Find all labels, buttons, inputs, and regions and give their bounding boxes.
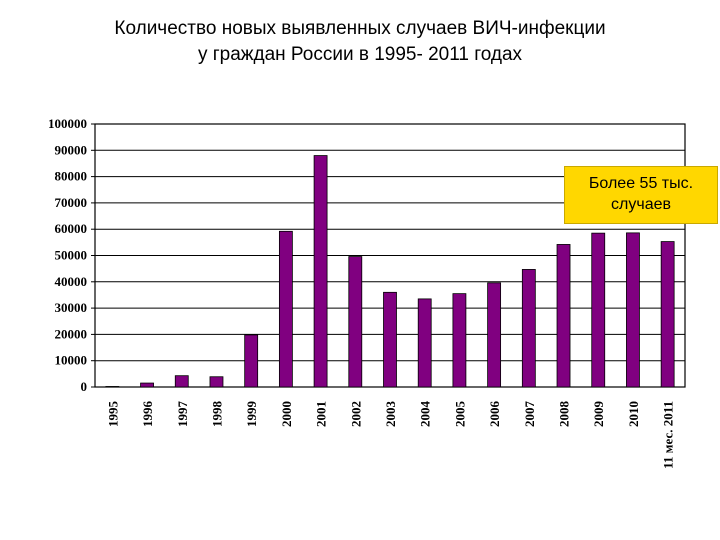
- x-tick-label: 11 мес. 2011: [661, 401, 676, 469]
- bar-1998: [209, 376, 224, 388]
- chart-title-line-2: у граждан России в 1995- 2011 годах: [197, 44, 523, 65]
- bar-2001: [313, 155, 328, 388]
- x-tick-label: 2010: [626, 401, 641, 427]
- bar-1999: [244, 334, 259, 388]
- y-tick-label: 30000: [55, 300, 88, 315]
- x-tick-label: 1995: [105, 401, 120, 428]
- x-tick-label: 2009: [591, 401, 606, 428]
- bar-2006: [487, 282, 502, 388]
- bar-2007: [521, 269, 536, 388]
- y-tick-label: 40000: [55, 274, 88, 289]
- x-tick-label: 1998: [209, 401, 224, 428]
- x-tick-label: 2007: [522, 401, 537, 428]
- bar-2005: [452, 293, 467, 388]
- bar-1997: [174, 375, 189, 388]
- y-tick-label: 60000: [55, 221, 88, 236]
- annotation-box: Более 55 тыс. случаев: [564, 166, 718, 224]
- bar-2004: [417, 298, 432, 388]
- x-tick-label: 2006: [487, 401, 502, 428]
- x-tick-label: 2001: [314, 401, 329, 427]
- annotation-line-2: случаев: [611, 196, 671, 213]
- bar-2002: [348, 256, 363, 388]
- x-tick-label: 1997: [175, 401, 190, 428]
- bar-11-мес.-2011: [660, 241, 675, 388]
- x-tick-label: 2005: [452, 401, 467, 428]
- y-tick-label: 90000: [55, 142, 88, 157]
- y-tick-label: 20000: [55, 326, 88, 341]
- bar-2009: [591, 232, 606, 388]
- x-tick-label: 2008: [557, 401, 572, 428]
- bar-2008: [556, 244, 571, 388]
- x-tick-label: 2004: [418, 401, 433, 428]
- bar-2003: [383, 291, 397, 388]
- y-tick-label: 10000: [55, 353, 88, 368]
- y-tick-label: 0: [81, 379, 88, 394]
- x-tick-label: 2000: [279, 401, 294, 427]
- x-tick-label: 2002: [348, 401, 363, 427]
- x-tick-label: 2003: [383, 401, 398, 428]
- bar-1996: [140, 382, 154, 388]
- bar-1995: [105, 386, 120, 388]
- chart-title: Количество новых выявленных случаев ВИЧ-…: [0, 16, 720, 68]
- bar-2010: [626, 232, 640, 388]
- y-tick-label: 100000: [48, 116, 87, 131]
- x-tick-label: 1996: [140, 401, 155, 428]
- bar-2000: [278, 230, 293, 388]
- x-tick-label: 1999: [244, 401, 259, 428]
- chart-title-line-1: Количество новых выявленных случаев ВИЧ-…: [114, 18, 606, 39]
- y-tick-label: 70000: [55, 195, 88, 210]
- y-tick-label: 80000: [55, 169, 88, 184]
- y-tick-label: 50000: [55, 248, 88, 263]
- annotation-line-1: Более 55 тыс.: [588, 175, 694, 192]
